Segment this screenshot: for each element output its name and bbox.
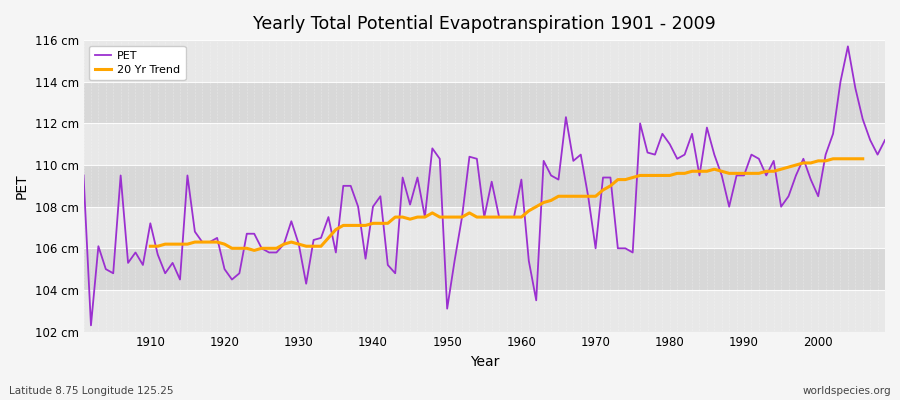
Text: worldspecies.org: worldspecies.org xyxy=(803,386,891,396)
Bar xyxy=(84,40,885,82)
PET xyxy=(516,177,526,182)
Title: Yearly Total Potential Evapotranspiration 1901 - 2009: Yearly Total Potential Evapotranspiratio… xyxy=(253,15,716,33)
20 Yr Trend xyxy=(248,248,259,253)
Bar xyxy=(84,290,885,332)
PET xyxy=(308,238,319,242)
20 Yr Trend xyxy=(338,223,348,228)
PET xyxy=(86,323,96,328)
20 Yr Trend xyxy=(145,244,156,249)
20 Yr Trend xyxy=(828,156,839,161)
20 Yr Trend xyxy=(197,240,208,244)
Bar xyxy=(84,123,885,165)
X-axis label: Year: Year xyxy=(470,355,499,369)
PET xyxy=(78,173,89,178)
PET xyxy=(879,138,890,142)
PET xyxy=(353,204,364,209)
Line: PET: PET xyxy=(84,46,885,325)
PET xyxy=(842,44,853,49)
PET xyxy=(612,246,623,251)
Legend: PET, 20 Yr Trend: PET, 20 Yr Trend xyxy=(89,46,185,80)
20 Yr Trend xyxy=(508,215,519,220)
Bar xyxy=(84,82,885,123)
Bar xyxy=(84,207,885,248)
Bar xyxy=(84,248,885,290)
PET xyxy=(524,258,535,263)
Text: Latitude 8.75 Longitude 125.25: Latitude 8.75 Longitude 125.25 xyxy=(9,386,174,396)
20 Yr Trend xyxy=(858,156,868,161)
PET xyxy=(145,221,156,226)
Bar xyxy=(84,165,885,207)
Line: 20 Yr Trend: 20 Yr Trend xyxy=(150,159,863,250)
20 Yr Trend xyxy=(167,242,178,246)
20 Yr Trend xyxy=(561,194,572,199)
20 Yr Trend xyxy=(701,169,712,174)
Y-axis label: PET: PET xyxy=(15,173,29,199)
